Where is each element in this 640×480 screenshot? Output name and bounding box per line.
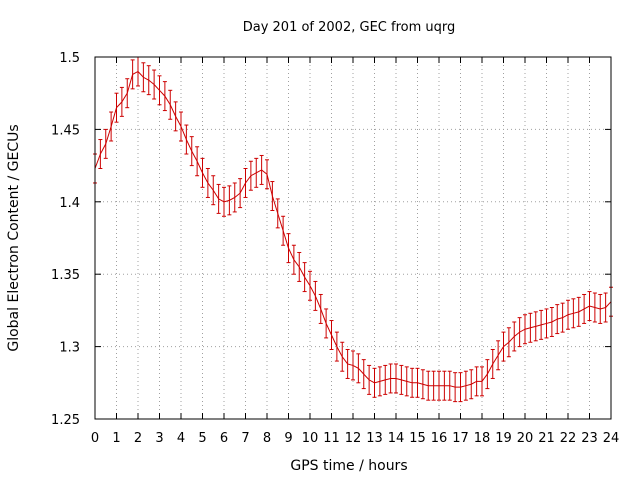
x-tick-label: 0	[91, 431, 99, 446]
x-tick-label: 17	[452, 431, 469, 446]
x-tick-label: 14	[388, 431, 405, 446]
x-tick-label: 5	[198, 431, 206, 446]
y-axis-title: Global Electron Content / GECUs	[6, 124, 22, 351]
x-tick-label: 9	[284, 431, 292, 446]
y-tick-label: 1.4	[59, 196, 80, 211]
x-tick-label: 1	[112, 431, 120, 446]
series-line	[94, 70, 612, 388]
axis-ticks	[94, 56, 612, 420]
x-tick-label: 6	[220, 431, 228, 446]
x-tick-label: 7	[241, 431, 249, 446]
x-tick-label: 16	[431, 431, 448, 446]
x-tick-label: 18	[474, 431, 491, 446]
x-tick-label: 15	[409, 431, 426, 446]
y-tick-labels: 1.25 1.3 1.35 1.4 1.45 1.5	[51, 51, 80, 428]
x-tick-label: 10	[302, 431, 319, 446]
x-tick-label: 8	[263, 431, 271, 446]
x-tick-labels: 0 1 2 3 4 5 6 7 8 9 10 11 12 13 14 15 16 17 18 19 20 21 22 23 24	[91, 431, 619, 446]
x-tick-label: 12	[345, 431, 362, 446]
x-tick-label: 20	[517, 431, 534, 446]
grid-lines	[95, 57, 611, 419]
x-tick-label: 11	[323, 431, 340, 446]
x-tick-label: 3	[155, 431, 163, 446]
y-tick-label: 1.35	[51, 268, 80, 283]
x-tick-label: 24	[603, 431, 620, 446]
x-tick-label: 13	[366, 431, 383, 446]
x-axis-title: GPS time / hours	[290, 458, 407, 474]
y-tick-label: 1.5	[59, 51, 80, 66]
x-tick-label: 4	[177, 431, 185, 446]
x-tick-label: 23	[581, 431, 598, 446]
x-tick-label: 21	[538, 431, 555, 446]
chart-title: Day 201 of 2002, GEC from uqrg	[243, 20, 456, 35]
y-tick-label: 1.45	[51, 123, 80, 138]
y-tick-label: 1.25	[51, 413, 80, 428]
x-tick-label: 19	[495, 431, 512, 446]
y-tick-label: 1.3	[59, 341, 80, 356]
x-tick-label: 22	[560, 431, 577, 446]
x-tick-label: 2	[134, 431, 142, 446]
plot-frame	[94, 56, 612, 420]
